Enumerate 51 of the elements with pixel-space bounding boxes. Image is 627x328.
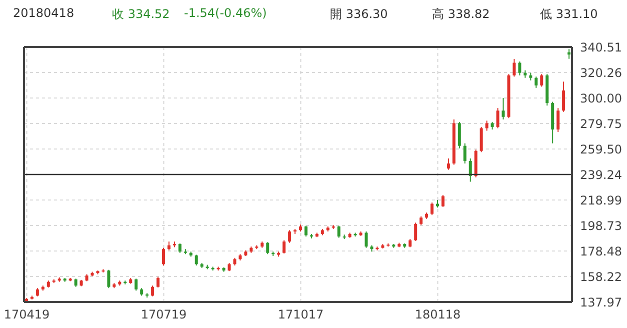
candlestick xyxy=(512,58,516,78)
x-tick-label: 180118 xyxy=(414,308,461,322)
candlestick xyxy=(288,230,292,244)
candlestick xyxy=(562,81,566,112)
candlestick xyxy=(151,285,154,297)
candlestick xyxy=(364,230,368,248)
candlestick xyxy=(534,76,538,88)
x-tick-label: 170419 xyxy=(4,308,50,322)
candlestick xyxy=(282,240,286,254)
candlestick xyxy=(194,254,198,266)
x-tick-label: 171017 xyxy=(278,308,324,322)
text: -1.54(-0.46%) xyxy=(184,6,267,20)
text: 20180418 xyxy=(13,6,74,20)
candlestick xyxy=(162,247,165,266)
candlestick xyxy=(304,225,308,237)
candlestick xyxy=(441,194,444,208)
y-tick-label: 218.99 xyxy=(580,193,622,208)
text: 開 336.30 xyxy=(330,6,388,23)
candlestick xyxy=(134,278,138,292)
candlestick xyxy=(502,98,505,120)
candlestick xyxy=(480,126,483,153)
candlestick xyxy=(468,158,472,182)
candlestick xyxy=(485,120,488,132)
y-tick-label: 158.22 xyxy=(580,270,622,284)
candlestick xyxy=(463,142,466,164)
candlestick xyxy=(458,121,461,149)
x-tick-label: 170719 xyxy=(140,308,187,322)
y-tick-label: 300.00 xyxy=(580,91,622,106)
candlestick xyxy=(156,276,160,288)
y-tick-label: 279.75 xyxy=(580,116,622,131)
text: 高 338.82 xyxy=(432,6,490,23)
candlestick xyxy=(518,60,522,76)
candlestick xyxy=(414,222,418,242)
y-tick-label: 259.50 xyxy=(580,142,622,156)
candlestick xyxy=(107,269,110,289)
y-tick-label: 340.51 xyxy=(580,40,622,54)
candlestick xyxy=(178,242,182,254)
y-tick-label: 178.48 xyxy=(580,244,622,258)
candlestick xyxy=(430,202,434,216)
candlestick xyxy=(556,108,560,132)
y-tick-label: 198.73 xyxy=(580,218,622,233)
candlestick xyxy=(337,225,340,238)
text: 低 331.10 xyxy=(540,6,598,23)
y-tick-label: 239.24 xyxy=(580,168,622,182)
candlestick xyxy=(266,242,270,255)
y-tick-label: 137.97 xyxy=(580,295,622,310)
y-tick-label: 320.26 xyxy=(580,66,622,80)
candlestick xyxy=(540,74,544,88)
text: 收 334.52 xyxy=(112,6,170,23)
candlestick xyxy=(446,158,450,170)
candlestick xyxy=(496,108,500,129)
